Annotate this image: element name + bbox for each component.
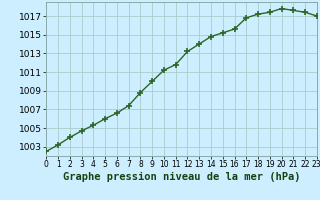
X-axis label: Graphe pression niveau de la mer (hPa): Graphe pression niveau de la mer (hPa): [63, 172, 300, 182]
